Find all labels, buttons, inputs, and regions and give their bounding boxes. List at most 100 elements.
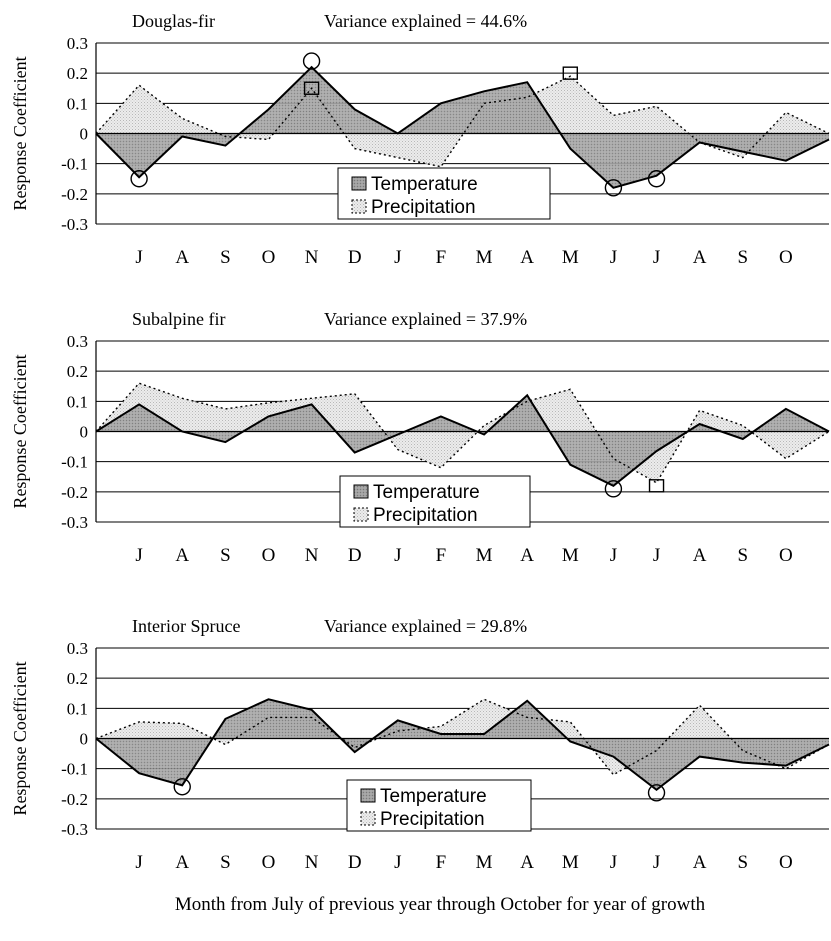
legend-label-temperature: Temperature [380, 786, 487, 807]
legend-swatch-temperature [360, 788, 376, 803]
temperature-area [96, 395, 829, 486]
temperature-area [96, 699, 829, 790]
x-tick-label: M [476, 852, 493, 873]
x-tick-label: O [262, 545, 276, 566]
chart-subtitle: Variance explained = 29.8% [324, 616, 527, 636]
chart-panel-2: Subalpine fir Variance explained = 37.9% R… [10, 309, 830, 566]
chart-panel-3: Interior Spruce Variance explained = 29.8… [10, 616, 830, 873]
chart-title: Douglas-fir [132, 11, 215, 31]
legend-swatch-precipitation [360, 811, 376, 826]
x-tick-label: J [394, 247, 401, 268]
y-tick-label: -0.2 [61, 790, 88, 809]
legend-swatch-temperature [353, 484, 369, 499]
x-tick-label: J [135, 545, 142, 566]
y-tick-label: 0.2 [67, 669, 88, 688]
significance-circle [604, 480, 623, 498]
x-tick-label: A [175, 545, 189, 566]
x-tick-label: A [175, 852, 189, 873]
x-tick-label: N [305, 545, 319, 566]
x-tick-label: S [220, 545, 231, 566]
x-tick-label: O [262, 852, 276, 873]
y-tick-label: -0.2 [61, 483, 88, 502]
x-axis-label: Month from July of previous year through… [175, 894, 706, 915]
precipitation-line [95, 698, 830, 776]
y-tick-label: 0.3 [67, 34, 88, 53]
x-tick-label: D [348, 545, 362, 566]
x-tick-label: S [220, 247, 231, 268]
significance-square [562, 66, 578, 80]
y-axis-label: Response Coefficient [10, 354, 30, 508]
y-tick-label: 0.3 [67, 332, 88, 351]
x-tick-label: A [693, 852, 707, 873]
y-tick-label: -0.1 [61, 155, 88, 174]
temperature-line [95, 65, 830, 189]
legend-label-precipitation: Precipitation [380, 809, 485, 830]
y-tick-label: 0 [80, 423, 89, 442]
x-tick-label: J [394, 545, 401, 566]
x-tick-label: A [520, 247, 534, 268]
x-tick-label: O [779, 852, 793, 873]
x-tick-label: J [653, 852, 660, 873]
x-tick-label: J [610, 247, 617, 268]
x-tick-label: M [476, 545, 493, 566]
x-tick-label: O [779, 247, 793, 268]
x-tick-label: F [436, 545, 447, 566]
x-tick-label: O [779, 545, 793, 566]
y-tick-label: 0.3 [67, 639, 88, 658]
temperature-line [95, 698, 830, 792]
y-tick-label: -0.3 [61, 215, 88, 234]
y-tick-label: 0.1 [67, 94, 88, 113]
legend-box [337, 167, 551, 220]
y-tick-label: -0.3 [61, 513, 88, 532]
significance-square [303, 81, 320, 95]
precipitation-line [95, 75, 830, 168]
y-tick-label: 0 [80, 125, 89, 144]
significance-circle [173, 778, 191, 796]
temperature-area [96, 67, 829, 188]
x-tick-label: A [693, 545, 707, 566]
y-tick-label: -0.1 [61, 760, 88, 779]
x-tick-label: S [737, 545, 748, 566]
y-axis-label: Response Coefficient [10, 56, 30, 210]
x-tick-label: J [610, 852, 617, 873]
x-tick-label: J [394, 852, 401, 873]
chart-subtitle: Variance explained = 37.9% [324, 309, 527, 329]
x-tick-label: O [262, 247, 276, 268]
legend-label-precipitation: Precipitation [373, 505, 478, 526]
x-tick-label: F [436, 247, 447, 268]
chart-title: Interior Spruce [132, 616, 240, 636]
y-tick-label: 0.1 [67, 699, 88, 718]
y-tick-label: 0 [80, 730, 89, 749]
x-tick-label: A [175, 247, 189, 268]
legend-label-precipitation: Precipitation [371, 197, 476, 218]
legend-swatch-precipitation [351, 199, 367, 214]
y-tick-label: -0.3 [61, 820, 88, 839]
x-tick-label: D [348, 247, 362, 268]
chart-title: Subalpine fir [132, 309, 225, 329]
legend-label-temperature: Temperature [371, 174, 478, 195]
x-tick-label: J [135, 852, 142, 873]
legend-box [339, 475, 531, 528]
temperature-line [95, 393, 830, 487]
x-tick-label: M [476, 247, 493, 268]
x-tick-label: S [737, 247, 748, 268]
chart-subtitle: Variance explained = 44.6% [324, 11, 527, 31]
x-tick-label: A [520, 852, 534, 873]
x-tick-label: A [520, 545, 534, 566]
y-axis-label: Response Coefficient [10, 661, 30, 815]
x-tick-label: J [653, 545, 660, 566]
x-tick-label: M [562, 545, 579, 566]
legend-label-temperature: Temperature [373, 482, 480, 503]
legend-box [346, 779, 532, 832]
x-tick-label: N [305, 852, 319, 873]
y-tick-label: 0.1 [67, 392, 88, 411]
x-tick-label: J [610, 545, 617, 566]
x-tick-label: J [653, 247, 660, 268]
y-tick-label: 0.2 [67, 64, 88, 83]
x-tick-label: S [737, 852, 748, 873]
